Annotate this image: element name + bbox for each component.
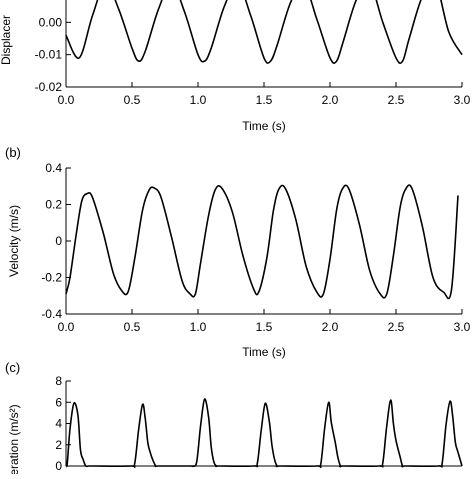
panel-label: (b) xyxy=(5,145,21,160)
x-tick-label: 1.0 xyxy=(190,320,207,334)
panel-b-velocity: 0.4 0.2 0 -0.2 -0.40.0 0.5 1.0 1.5 2.0 2.5 3.0 Time… xyxy=(5,145,471,359)
y-tick-label: 0 xyxy=(55,459,62,473)
panel-a-displacement: 0.010.00-0.01-0.020.00.51.01.52.02.53.0T… xyxy=(0,0,471,133)
y-tick-label: -0.01 xyxy=(35,48,63,62)
x-tick-label: 2.5 xyxy=(388,320,405,334)
x-tick-label: 3.0 xyxy=(454,93,471,107)
series-line xyxy=(65,398,463,469)
y-tick-label: 0.00 xyxy=(39,15,63,29)
y-tick-label: 4 xyxy=(55,417,62,431)
y-tick-label: 0.4 xyxy=(45,161,62,175)
y-tick-label: -0.2 xyxy=(41,271,62,285)
x-tick-label: 0.0 xyxy=(58,320,75,334)
x-tick-label: 2.5 xyxy=(388,93,405,107)
y-tick-label: 6 xyxy=(55,395,62,409)
y-tick-label: 2 xyxy=(55,438,62,452)
y-axis-title: Displacer xyxy=(0,15,13,65)
x-tick-label: 3.0 xyxy=(454,320,471,334)
series-line xyxy=(65,0,463,65)
x-tick-label: 2.0 xyxy=(322,93,339,107)
y-axis-title: Velocity (m/s) xyxy=(7,205,21,277)
series-line xyxy=(65,184,459,300)
y-tick-label: 0 xyxy=(55,234,62,248)
x-tick-label: 1.0 xyxy=(190,93,207,107)
x-tick-label: 0.5 xyxy=(124,320,141,334)
x-tick-label: 1.5 xyxy=(256,320,273,334)
panel-c-acceleration: 8 6 4 2 0 eration (m/s²) (c) xyxy=(5,360,463,476)
x-tick-label: 0.0 xyxy=(58,93,75,107)
x-tick-label: 1.5 xyxy=(256,93,273,107)
x-tick-label: 2.0 xyxy=(322,320,339,334)
y-tick-label: -0.02 xyxy=(35,80,63,94)
y-axis-title: eration (m/s²) xyxy=(7,404,21,474)
y-tick-label: 8 xyxy=(55,374,62,388)
panel-label: (c) xyxy=(5,360,20,375)
y-tick-label: -0.4 xyxy=(41,307,62,321)
x-tick-label: 0.5 xyxy=(124,93,141,107)
x-axis-title: Time (s) xyxy=(242,119,286,133)
y-tick-label: 0.2 xyxy=(45,198,62,212)
x-axis-title: Time (s) xyxy=(242,345,286,359)
